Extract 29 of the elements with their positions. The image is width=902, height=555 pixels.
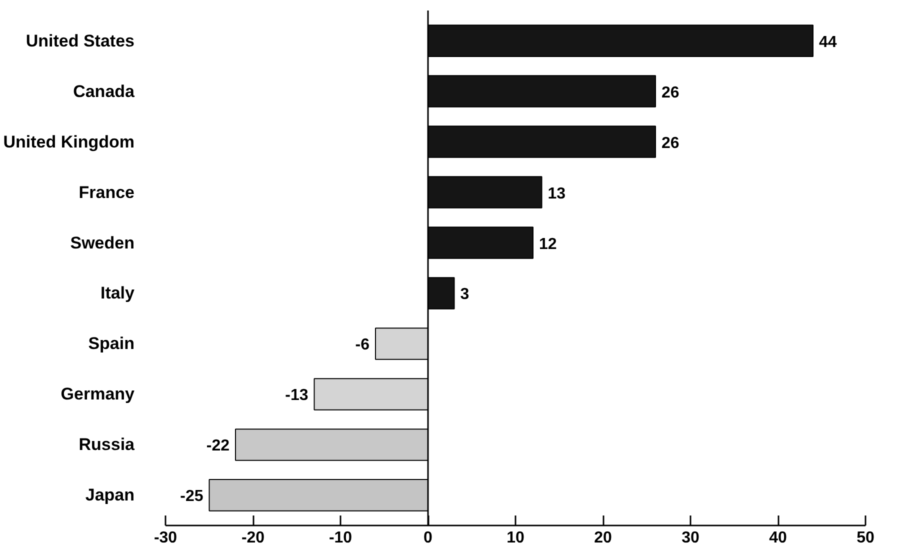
- data-label: -6: [355, 336, 370, 354]
- y-tick-label: Canada: [73, 82, 136, 101]
- x-tick-label: 20: [594, 530, 612, 546]
- x-tick-label: 40: [769, 530, 787, 546]
- data-label: -22: [206, 438, 230, 455]
- data-label: -25: [180, 488, 204, 506]
- y-tick-label: Germany: [60, 384, 136, 404]
- x-tick-label: 50: [856, 530, 874, 546]
- data-label: 26: [662, 84, 680, 102]
- data-label: 3: [460, 286, 470, 304]
- x-tick-label: 30: [682, 530, 700, 546]
- y-tick-label: United States: [26, 31, 135, 50]
- x-tick-label: -30: [154, 530, 178, 546]
- x-tick-label: -20: [241, 530, 265, 546]
- y-tick-label: Italy: [100, 284, 136, 303]
- data-label: -13: [285, 387, 308, 404]
- data-label: 26: [662, 134, 680, 152]
- x-tick-label: 10: [506, 530, 524, 546]
- x-tick-label: 0: [424, 530, 433, 546]
- x-tick-label: -10: [328, 530, 352, 546]
- y-tick-label: Japan: [85, 486, 135, 505]
- data-label: 13: [548, 185, 566, 202]
- data-label: 12: [539, 236, 557, 253]
- y-tick-label: Spain: [88, 334, 135, 354]
- y-tick-label: United Kingdom: [3, 132, 135, 152]
- data-label: 44: [819, 34, 837, 51]
- y-tick-label: Sweden: [70, 233, 135, 252]
- y-tick-label: France: [78, 182, 134, 202]
- y-tick-label: Russia: [78, 435, 136, 454]
